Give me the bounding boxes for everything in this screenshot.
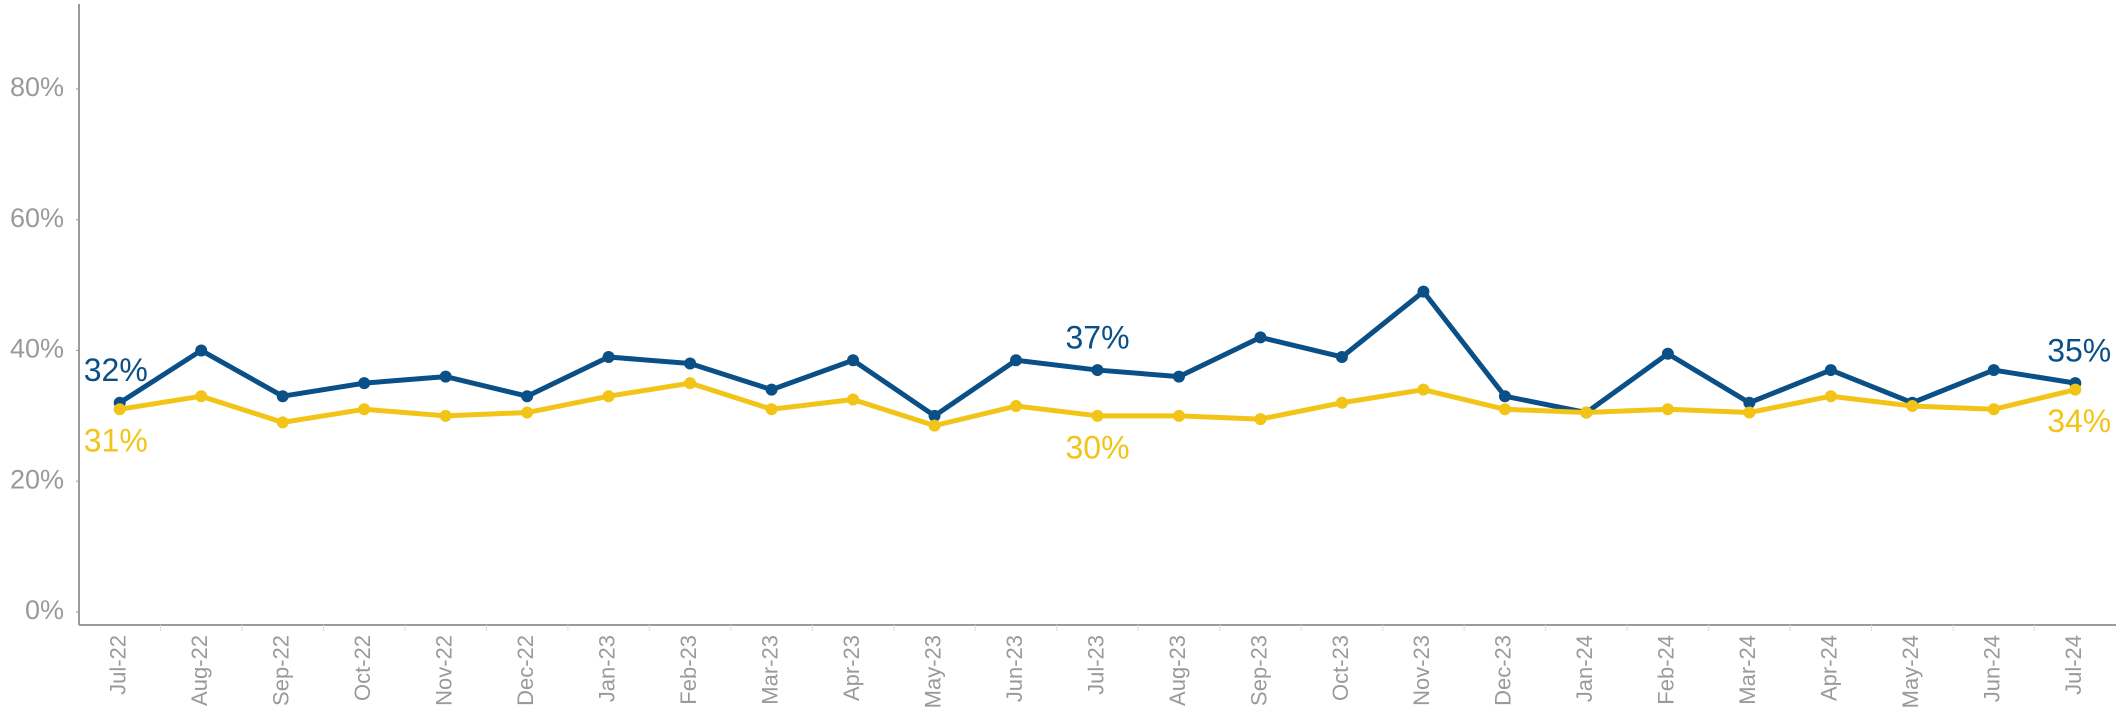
x-tick-label: Jan-24 — [1572, 635, 1597, 702]
x-tick-label: Jun-23 — [1002, 635, 1027, 702]
data-point — [1091, 409, 1104, 422]
data-point — [1580, 406, 1593, 419]
x-tick-label: Nov-23 — [1409, 635, 1434, 706]
data-point — [439, 409, 452, 422]
data-point — [1172, 409, 1185, 422]
x-tick-label: Mar-23 — [757, 635, 782, 705]
y-tick-label: 20% — [10, 464, 64, 494]
y-tick-label: 0% — [25, 595, 64, 625]
data-label: 31% — [84, 423, 148, 459]
data-point — [1172, 370, 1185, 383]
data-point — [1661, 403, 1674, 416]
x-tick-label: Feb-23 — [676, 635, 701, 705]
x-tick-label: Jun-24 — [1980, 635, 2005, 702]
data-point — [1010, 354, 1023, 367]
data-point — [113, 403, 126, 416]
x-tick-label: Apr-24 — [1817, 635, 1842, 701]
data-point — [1824, 364, 1837, 377]
data-point — [2069, 383, 2082, 396]
x-tick-label: Aug-23 — [1165, 635, 1190, 706]
x-tick-label: Dec-23 — [1491, 635, 1516, 706]
x-tick-label: Oct-23 — [1328, 635, 1353, 701]
x-tick-label: Mar-24 — [1735, 635, 1760, 705]
data-point — [602, 350, 615, 363]
x-tick-label: Jul-24 — [2061, 635, 2086, 695]
data-point — [276, 390, 289, 403]
data-point — [928, 419, 941, 432]
data-point — [1417, 285, 1430, 298]
data-point — [358, 377, 371, 390]
data-point — [765, 383, 778, 396]
data-point — [1987, 403, 2000, 416]
data-point — [195, 344, 208, 357]
data-point — [1010, 400, 1023, 413]
data-point — [1254, 331, 1267, 344]
x-tick-label: Feb-24 — [1654, 635, 1679, 705]
y-tick-label: 60% — [10, 203, 64, 233]
data-point — [1661, 347, 1674, 360]
x-tick-label: Oct-22 — [350, 635, 375, 701]
y-tick-label: 40% — [10, 334, 64, 364]
data-point — [358, 403, 371, 416]
data-point — [1498, 390, 1511, 403]
x-tick-label: Apr-23 — [839, 635, 864, 701]
data-point — [847, 393, 860, 406]
data-point — [1335, 396, 1348, 409]
data-point — [439, 370, 452, 383]
data-point — [1498, 403, 1511, 416]
data-point — [276, 416, 289, 429]
x-tick-label: Jan-23 — [594, 635, 619, 702]
data-point — [1987, 364, 2000, 377]
data-point — [1254, 413, 1267, 426]
data-point — [602, 390, 615, 403]
x-tick-label: Dec-22 — [513, 635, 538, 706]
data-point — [684, 357, 697, 370]
data-point — [521, 406, 534, 419]
data-point — [1417, 383, 1430, 396]
x-tick-label: Jul-23 — [1083, 635, 1108, 695]
data-label: 34% — [2047, 403, 2111, 439]
data-point — [1743, 396, 1756, 409]
data-point — [928, 409, 941, 422]
x-tick-label: Jul-22 — [106, 635, 131, 695]
x-tick-label: Nov-22 — [431, 635, 456, 706]
data-point — [765, 403, 778, 416]
data-label: 37% — [1065, 320, 1129, 356]
data-point — [1091, 364, 1104, 377]
x-tick-label: May-23 — [920, 635, 945, 708]
data-point — [1824, 390, 1837, 403]
x-tick-label: Sep-23 — [1246, 635, 1271, 706]
data-point — [1743, 406, 1756, 419]
x-tick-label: May-24 — [1898, 635, 1923, 708]
data-label: 32% — [84, 352, 148, 388]
data-point — [195, 390, 208, 403]
data-label: 35% — [2047, 333, 2111, 369]
y-tick-label: 80% — [10, 72, 64, 102]
data-label: 30% — [1065, 429, 1129, 465]
data-point — [1335, 350, 1348, 363]
data-point — [521, 390, 534, 403]
data-point — [847, 354, 860, 367]
data-point — [1906, 400, 1919, 413]
x-tick-label: Sep-22 — [269, 635, 294, 706]
x-tick-label: Aug-22 — [187, 635, 212, 706]
data-point — [684, 377, 697, 390]
